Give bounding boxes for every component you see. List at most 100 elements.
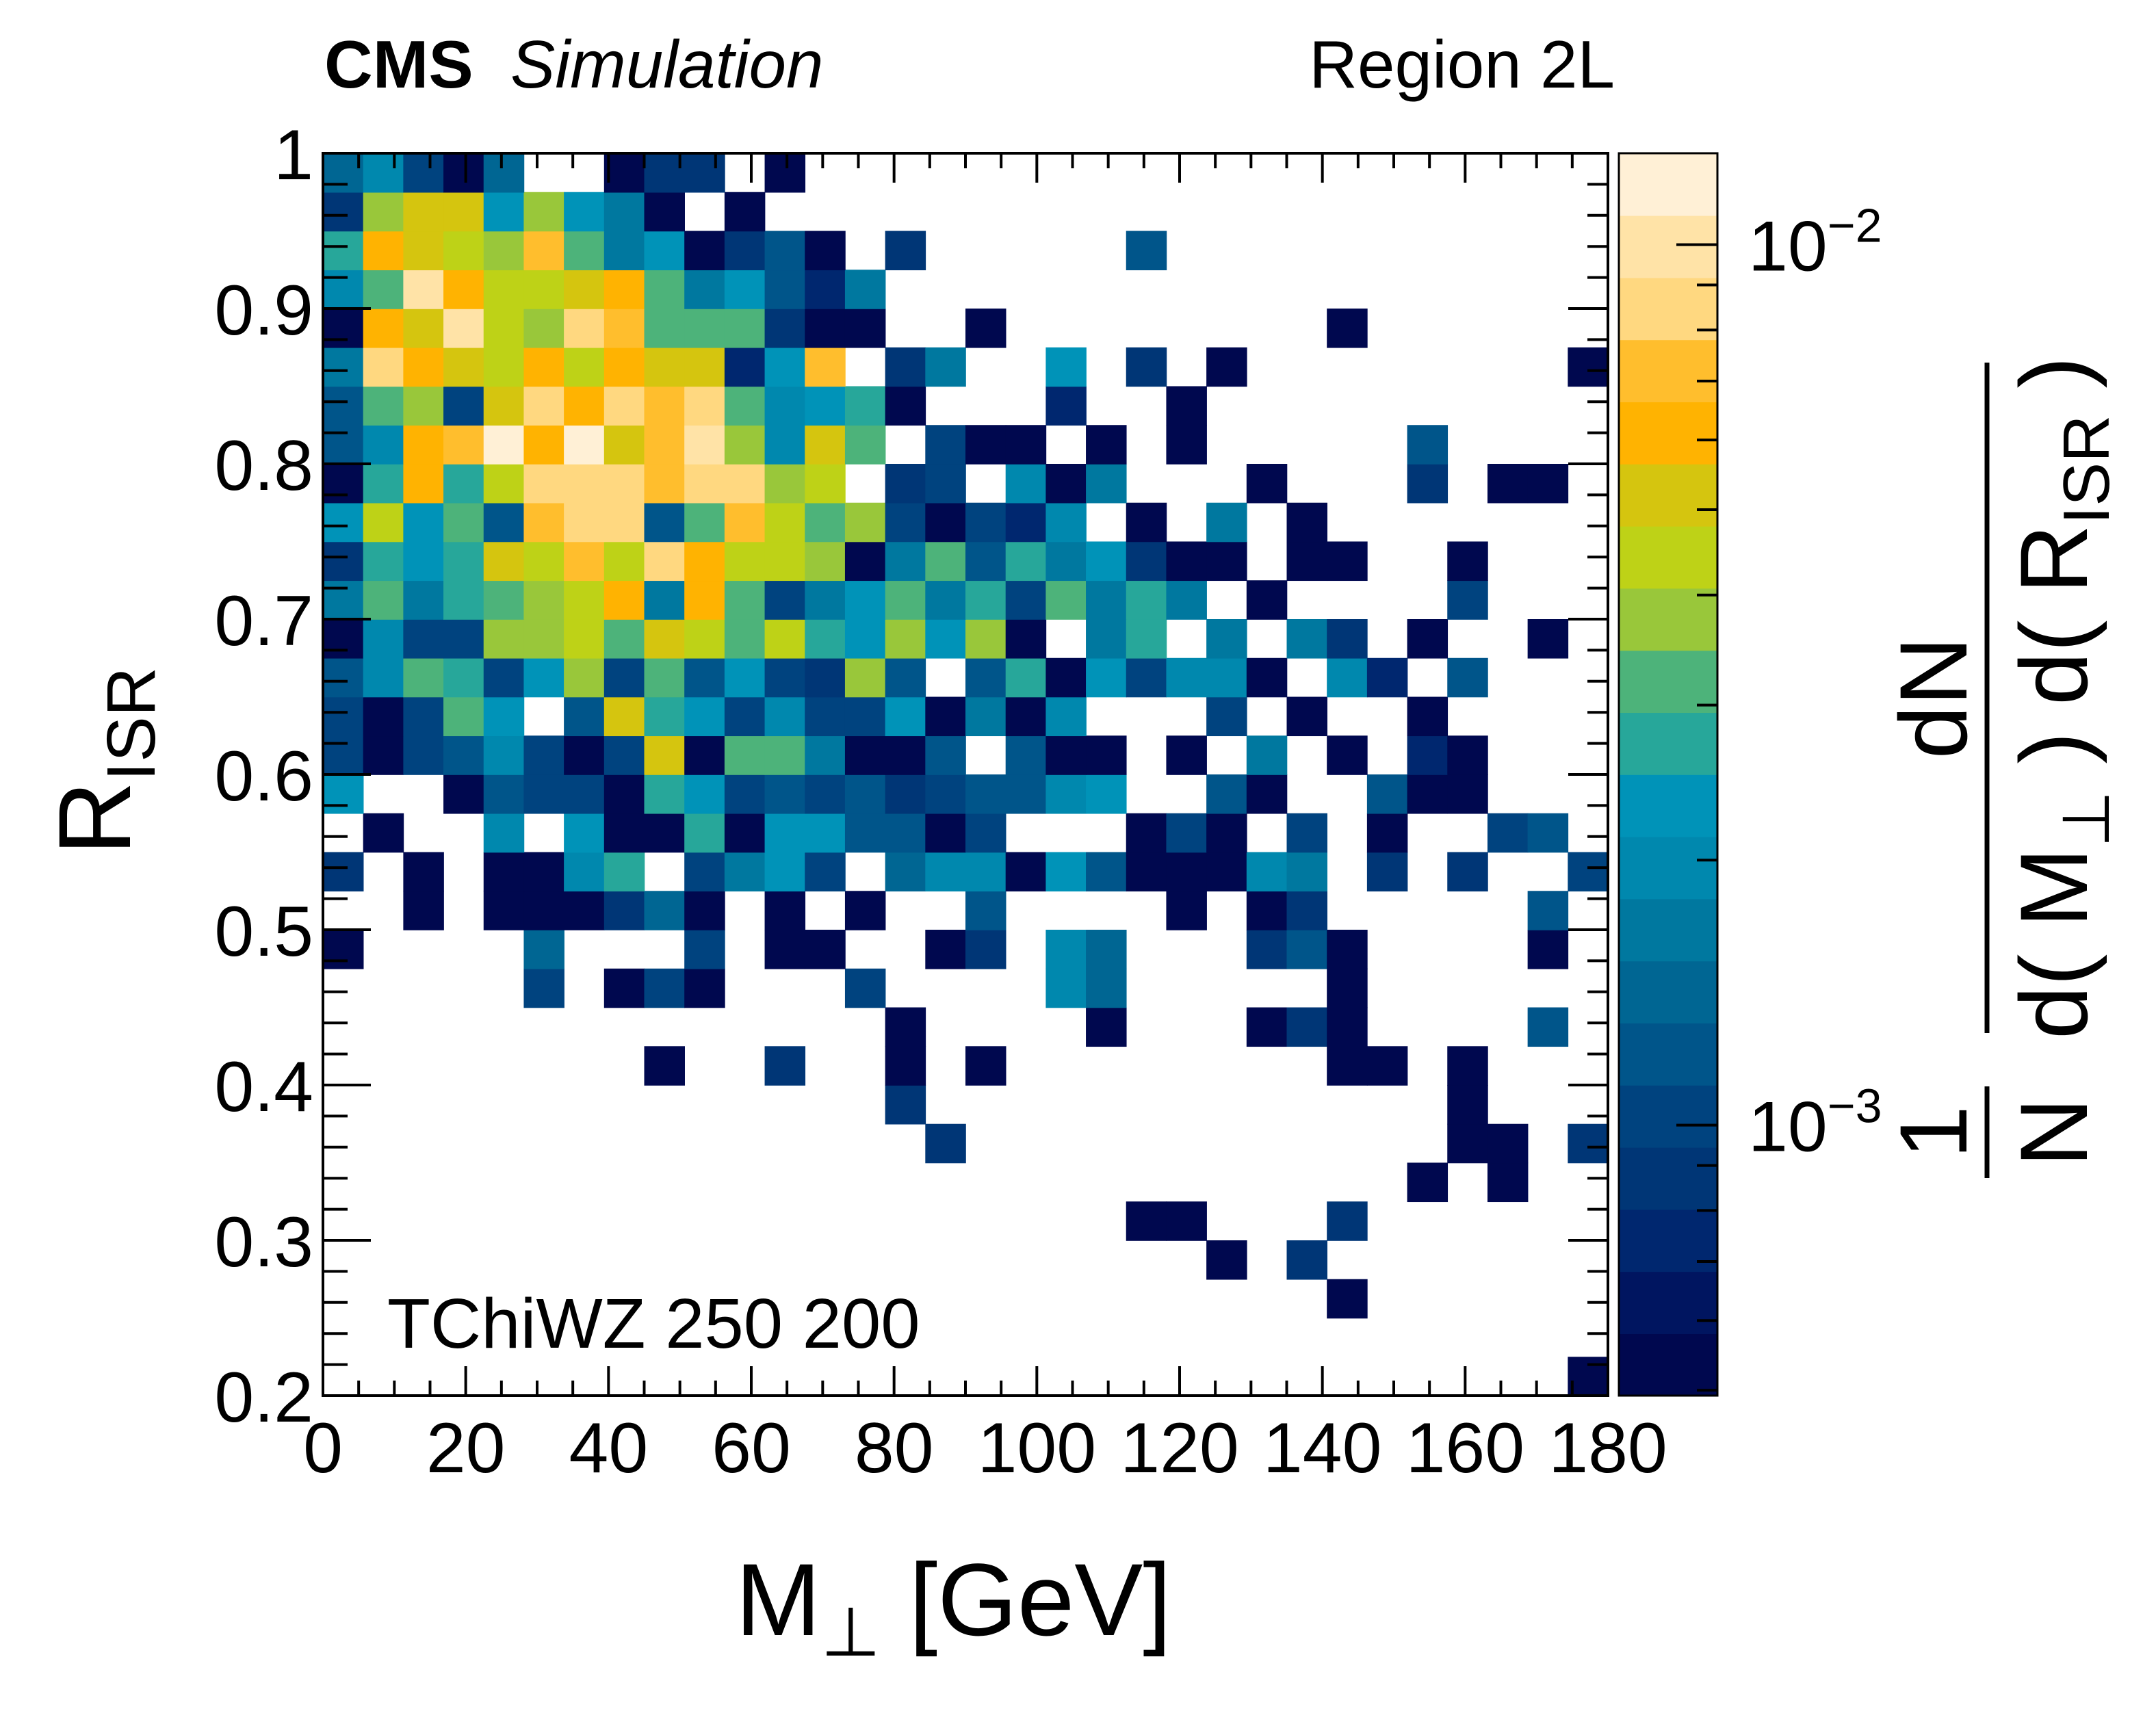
heatmap-cell — [1086, 852, 1127, 892]
plot-frame — [322, 152, 1609, 1397]
heatmap-cell — [1568, 1357, 1609, 1396]
heatmap-cell — [724, 696, 766, 737]
heatmap-cell — [644, 1046, 685, 1086]
heatmap-cell — [564, 309, 605, 348]
heatmap-cell — [403, 153, 444, 193]
heatmap-cell — [724, 270, 766, 309]
heatmap-cell — [844, 502, 886, 543]
heatmap-cell — [644, 231, 685, 271]
heatmap-cell — [965, 1046, 1006, 1086]
heatmap-cell — [1366, 657, 1408, 698]
heatmap-cell — [844, 891, 886, 930]
heatmap-cell — [523, 852, 564, 892]
heatmap-cell — [1045, 541, 1087, 582]
heatmap-cell — [644, 541, 685, 582]
heatmap-cell — [523, 541, 564, 582]
heatmap-cell — [805, 852, 846, 892]
heatmap-cell — [724, 231, 766, 271]
heatmap-cell — [1045, 696, 1087, 737]
heatmap-cell — [764, 386, 806, 426]
heatmap-cell — [644, 270, 685, 309]
heatmap-cell — [1005, 425, 1047, 465]
color-scale-band — [1619, 525, 1717, 589]
heatmap-cell — [925, 619, 966, 659]
heatmap-cell — [1086, 968, 1127, 1008]
heatmap-cell — [483, 852, 525, 892]
heatmap-cell — [443, 270, 484, 309]
heatmap-cell — [564, 852, 605, 892]
color-scale-title: 1 N dN d( M⊥ ) d( RISR ) — [1880, 356, 2123, 1178]
heatmap-cell — [644, 968, 685, 1008]
heatmap-cell — [925, 930, 966, 969]
heatmap-cell — [443, 386, 484, 426]
heatmap-cell — [925, 1123, 966, 1164]
heatmap-cell — [1366, 1046, 1408, 1086]
heatmap-cell — [764, 464, 806, 504]
heatmap-cell — [1166, 580, 1207, 620]
heatmap-cell — [323, 347, 364, 387]
heatmap-cell — [564, 386, 605, 426]
heatmap-cell — [724, 735, 766, 775]
heatmap-cell — [965, 541, 1006, 582]
heatmap-cell — [1086, 619, 1127, 659]
heatmap-cell — [844, 657, 886, 698]
heatmap-cell — [523, 464, 564, 504]
heatmap-cell — [644, 192, 685, 232]
heatmap-cell — [443, 192, 484, 232]
heatmap-cell — [1327, 541, 1368, 582]
heatmap-cell — [724, 580, 766, 620]
x-tick-label: 40 — [569, 1409, 648, 1488]
heatmap-cell — [844, 968, 886, 1008]
heatmap-cell — [764, 580, 806, 620]
heatmap-cell — [323, 270, 364, 309]
heatmap-cell — [1246, 735, 1288, 775]
heatmap-cell — [564, 425, 605, 465]
heatmap-cell — [1005, 774, 1047, 814]
tick-exponent: −3 — [1828, 1080, 1882, 1133]
heatmap-cell — [1286, 619, 1327, 659]
heatmap-cell — [323, 852, 364, 892]
heatmap-cell — [564, 696, 605, 737]
heatmap-cell — [523, 619, 564, 659]
heatmap-cell — [885, 1007, 926, 1047]
heatmap-cell — [684, 231, 725, 271]
heatmap-cell — [684, 968, 725, 1008]
heatmap-cell — [483, 231, 525, 271]
heatmap-cell — [1246, 930, 1288, 969]
heatmap-cell — [844, 735, 886, 775]
heatmap-cell — [443, 774, 484, 814]
heatmap-cell — [323, 231, 364, 271]
heatmap-cell — [965, 930, 1006, 969]
color-scale-band — [1619, 339, 1717, 402]
heatmap-cell — [1126, 231, 1167, 271]
heatmap-cell — [684, 813, 725, 853]
heatmap-cell — [684, 425, 725, 465]
heatmap-cell — [885, 852, 926, 892]
heatmap-cell — [965, 425, 1006, 465]
heatmap-cell — [1407, 774, 1449, 814]
heatmap-cell — [1086, 1007, 1127, 1047]
heatmap-cell — [564, 270, 605, 309]
heatmap-cell — [805, 774, 846, 814]
heatmap-cell — [1447, 1046, 1488, 1086]
heatmap-cell — [443, 696, 484, 737]
heatmap-cell — [1045, 386, 1087, 426]
heatmap-cell — [1126, 657, 1167, 698]
heatmap-cell — [1327, 1046, 1368, 1086]
heatmap-cell — [523, 502, 564, 543]
heatmap-cell — [1166, 735, 1207, 775]
heatmap-cell — [965, 580, 1006, 620]
heatmap-cell — [1447, 1123, 1488, 1164]
heatmap-cell — [523, 735, 564, 775]
heatmap-cell — [1045, 464, 1087, 504]
heatmap-cell — [1206, 1240, 1247, 1280]
heatmap-cell — [965, 696, 1006, 737]
heatmap-cell — [844, 580, 886, 620]
heatmap-cell — [1286, 852, 1327, 892]
model-annotation: TChiWZ 250 200 — [387, 1284, 920, 1363]
heatmap-cell — [1286, 541, 1327, 582]
heatmap-cell — [1487, 813, 1529, 853]
heatmap-cell — [1005, 502, 1047, 543]
heatmap-cell — [925, 580, 966, 620]
heatmap-cell — [1407, 696, 1449, 737]
